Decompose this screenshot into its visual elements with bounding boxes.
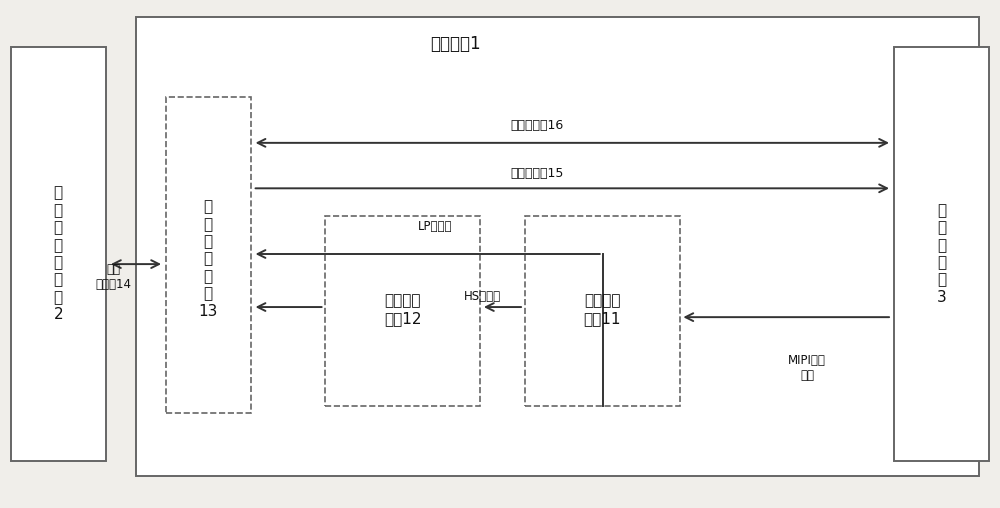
Text: 摄
像
头
测
试
装
置
2: 摄 像 头 测 试 装 置 2 (53, 185, 63, 323)
Text: 控制连接线16: 控制连接线16 (510, 119, 564, 132)
Text: 信号转换
电路12: 信号转换 电路12 (384, 294, 422, 326)
Bar (894, 47, 989, 461)
Text: 信号分离
电路11: 信号分离 电路11 (583, 294, 621, 326)
Bar (11, 47, 106, 461)
Bar (325, 216, 480, 405)
Text: LP段信号: LP段信号 (418, 220, 452, 233)
Text: 电源连接线15: 电源连接线15 (510, 167, 564, 180)
Bar (166, 98, 251, 413)
Text: 待
测
摄
像
头
3: 待 测 摄 像 头 3 (937, 203, 947, 305)
Bar (136, 17, 979, 477)
Text: MIPI图像
信号: MIPI图像 信号 (788, 354, 826, 382)
Text: 高
速
连
接
接
口
13: 高 速 连 接 接 口 13 (199, 199, 218, 319)
Text: 高速
连接线14: 高速 连接线14 (95, 263, 131, 291)
Bar (525, 216, 680, 405)
Text: 传输装置1: 传输装置1 (430, 36, 480, 53)
Text: HS段信号: HS段信号 (463, 291, 501, 303)
